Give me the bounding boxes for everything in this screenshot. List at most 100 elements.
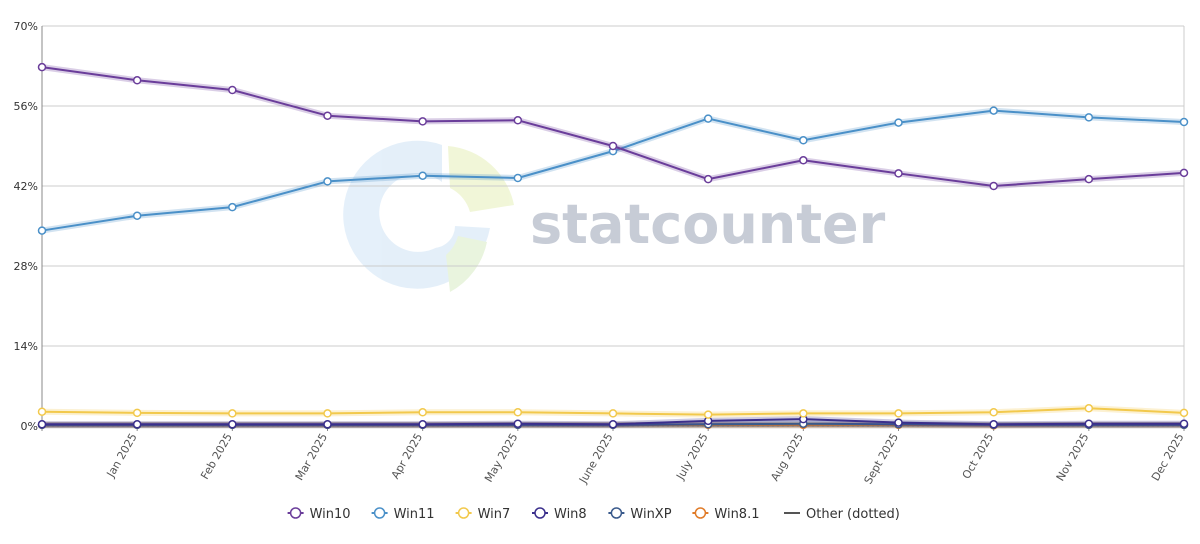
- legend-marker-icon: [457, 507, 470, 519]
- legend-marker-icon: [694, 507, 707, 519]
- data-point: [989, 420, 998, 429]
- series-win7: [37, 404, 1189, 419]
- data-point: [37, 420, 47, 429]
- data-point: [1084, 113, 1094, 122]
- x-tick-label: Feb 2025: [198, 431, 235, 482]
- y-tick-label: 28%: [14, 260, 38, 273]
- grid: [42, 25, 1184, 347]
- data-point: [989, 408, 998, 417]
- data-point: [1179, 419, 1189, 428]
- y-tick-label: 42%: [14, 180, 38, 193]
- data-point: [799, 156, 808, 165]
- data-point: [132, 408, 142, 418]
- legend-marker-icon: [289, 507, 302, 519]
- legend-item-win8-1: Win8.1: [692, 507, 759, 522]
- data-point: [608, 141, 618, 151]
- data-point: [1084, 174, 1094, 184]
- series-win8: [37, 414, 1189, 429]
- data-point: [513, 419, 523, 428]
- data-point: [418, 117, 427, 126]
- data-point: [1179, 117, 1189, 127]
- data-point: [989, 181, 998, 191]
- data-point: [513, 408, 523, 417]
- x-tick-label: Oct 2025: [960, 431, 997, 481]
- data-point: [703, 410, 713, 419]
- data-point: [799, 136, 808, 145]
- data-point: [228, 202, 237, 212]
- data-point: [1179, 168, 1189, 178]
- legend: Win10 Win11 Win7 Win8 WinXP Win8.1 Other (dott…: [287, 507, 900, 522]
- watermark-text: statcounter: [530, 193, 886, 256]
- data-point: [418, 420, 427, 429]
- series-line-glow: [41, 64, 1185, 189]
- data-point: [228, 85, 237, 95]
- legend-label: Win8.1: [714, 507, 759, 522]
- data-point: [228, 420, 237, 429]
- data-point: [37, 62, 47, 72]
- legend-label: Win7: [478, 507, 511, 522]
- legend-item-winxp: WinXP: [608, 507, 672, 522]
- legend-label: WinXP: [630, 507, 671, 522]
- x-tick-label: Sept 2025: [862, 431, 902, 486]
- data-point: [1084, 419, 1094, 428]
- data-point: [513, 173, 523, 183]
- x-tick-label: Nov 2025: [1054, 431, 1092, 483]
- data-point: [418, 171, 427, 180]
- legend-item-win11: Win11: [371, 507, 435, 522]
- data-point: [132, 76, 142, 85]
- y-tick-label: 0%: [21, 420, 38, 433]
- data-point: [513, 116, 523, 125]
- data-point: [323, 177, 332, 186]
- x-tick-label: June 2025: [576, 431, 615, 486]
- legend-label: Win10: [310, 507, 351, 522]
- y-tick-label: 14%: [14, 340, 38, 353]
- statcounter-logo: [343, 140, 514, 292]
- x-tick-label: Aug 2025: [768, 431, 806, 483]
- data-point: [323, 420, 332, 429]
- data-point: [1084, 404, 1094, 413]
- data-point: [894, 409, 903, 418]
- y-axis-ticks: 0% 14% 28% 42% 56% 70%: [14, 20, 38, 433]
- series-line: [41, 66, 1185, 187]
- data-point: [37, 407, 47, 416]
- legend-marker-icon: [534, 507, 546, 519]
- data-point: [418, 408, 427, 417]
- data-point: [608, 420, 618, 429]
- legend-label: Win11: [394, 507, 435, 522]
- data-point: [132, 420, 142, 429]
- data-point: [703, 114, 713, 123]
- data-point: [703, 174, 713, 184]
- y-tick-label: 56%: [14, 100, 38, 113]
- x-tick-label: Mar 2025: [293, 431, 330, 483]
- series-lines: [37, 62, 1189, 430]
- x-tick-label: Dec 2025: [1149, 431, 1187, 483]
- data-point: [132, 211, 142, 220]
- data-point: [799, 409, 808, 418]
- data-point: [228, 409, 237, 418]
- x-tick-label: July 2025: [673, 431, 710, 483]
- x-tick-label: Jan 2025: [104, 431, 140, 480]
- data-point: [323, 111, 332, 120]
- data-point: [608, 409, 618, 418]
- legend-item-other-dotted-: Other (dotted): [784, 507, 900, 522]
- y-tick-label: 70%: [14, 20, 38, 33]
- legend-label: Other (dotted): [806, 507, 900, 522]
- data-point: [894, 118, 903, 127]
- legend-item-win8: Win8: [532, 507, 587, 522]
- legend-marker-icon: [373, 507, 386, 519]
- legend-item-win7: Win7: [455, 507, 511, 522]
- data-point: [894, 418, 903, 427]
- x-tick-label: May 2025: [482, 431, 520, 484]
- data-point: [1179, 408, 1189, 418]
- series-win10: [37, 62, 1189, 191]
- legend-item-win10: Win10: [287, 507, 351, 522]
- x-tick-label: Apr 2025: [389, 431, 426, 481]
- data-point: [989, 106, 998, 115]
- legend-label: Win8: [554, 507, 587, 522]
- legend-marker-icon: [610, 507, 623, 519]
- data-point: [37, 226, 47, 235]
- data-point: [323, 409, 332, 418]
- data-point: [894, 169, 903, 178]
- series-win11: [37, 106, 1189, 235]
